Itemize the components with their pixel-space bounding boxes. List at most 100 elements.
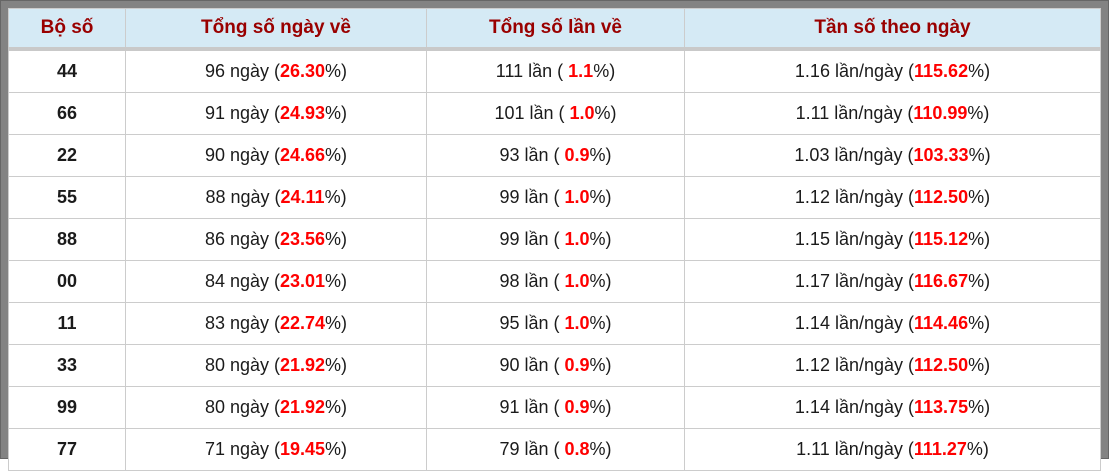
days-text: 96 ngày ( bbox=[204, 61, 280, 81]
frequency-text-suffix: %) bbox=[968, 61, 991, 81]
total-days-cell: 86 ngày (23.56%) bbox=[125, 218, 427, 261]
frequency-cell: 1.16 lần/ngày (115.62%) bbox=[684, 48, 1101, 93]
lottery-pair-statistics-table: Bộ số Tổng số ngày về Tổng số lần về Tần… bbox=[8, 8, 1101, 471]
pair-value: 00 bbox=[8, 260, 126, 303]
days-text: 86 ngày ( bbox=[204, 229, 280, 249]
table-row: 66 91 ngày (24.93%) 101 lần ( 1.0%) 1.11… bbox=[8, 92, 1101, 135]
table-row: 22 90 ngày (24.66%) 93 lần ( 0.9%) 1.03 … bbox=[8, 134, 1101, 177]
pair-value: 77 bbox=[8, 428, 126, 471]
times-text-suffix: %) bbox=[589, 313, 612, 333]
total-times-cell: 90 lần ( 0.9%) bbox=[426, 344, 685, 387]
pair-value: 11 bbox=[8, 302, 126, 345]
frequency-percent-value: 111.27 bbox=[913, 439, 967, 459]
days-percent-value: 24.93 bbox=[280, 103, 326, 123]
frequency-cell: 1.12 lần/ngày (112.50%) bbox=[684, 176, 1101, 219]
total-times-cell: 101 lần ( 1.0%) bbox=[426, 92, 685, 135]
frequency-percent-value: 110.99 bbox=[913, 103, 968, 123]
pair-value: 99 bbox=[8, 386, 126, 429]
total-days-cell: 80 ngày (21.92%) bbox=[125, 386, 427, 429]
total-days-cell: 71 ngày (19.45%) bbox=[125, 428, 427, 471]
days-text: 91 ngày ( bbox=[204, 103, 280, 123]
frequency-percent-value: 114.46 bbox=[914, 313, 969, 333]
frequency-percent-value: 115.62 bbox=[914, 61, 969, 81]
days-text: 84 ngày ( bbox=[204, 271, 280, 291]
times-text-suffix: %) bbox=[589, 397, 612, 417]
days-text-suffix: %) bbox=[324, 187, 347, 207]
days-percent-value: 22.74 bbox=[280, 313, 326, 333]
pair-value: 22 bbox=[8, 134, 126, 177]
times-text-suffix: %) bbox=[589, 271, 612, 291]
times-percent-value: 1.0 bbox=[564, 271, 590, 291]
times-percent-value: 1.1 bbox=[568, 61, 594, 81]
days-text-suffix: %) bbox=[325, 355, 348, 375]
days-text: 71 ngày ( bbox=[204, 439, 280, 459]
table-header: Bộ số Tổng số ngày về Tổng số lần về Tần… bbox=[8, 8, 1101, 51]
days-text-suffix: %) bbox=[325, 229, 348, 249]
days-text-suffix: %) bbox=[325, 313, 348, 333]
times-text: 95 lần ( bbox=[499, 313, 565, 333]
days-text-suffix: %) bbox=[325, 103, 348, 123]
days-text-suffix: %) bbox=[325, 271, 348, 291]
total-times-cell: 93 lần ( 0.9%) bbox=[426, 134, 685, 177]
days-percent-value: 21.92 bbox=[280, 355, 326, 375]
total-times-cell: 99 lần ( 1.0%) bbox=[426, 218, 685, 261]
frequency-text-suffix: %) bbox=[968, 355, 991, 375]
pair-value: 44 bbox=[8, 48, 126, 93]
times-text: 90 lần ( bbox=[499, 355, 565, 375]
total-days-cell: 96 ngày (26.30%) bbox=[125, 48, 427, 93]
frequency-text-suffix: %) bbox=[968, 271, 991, 291]
times-percent-value: 1.0 bbox=[564, 313, 590, 333]
frequency-text: 1.16 lần/ngày ( bbox=[794, 61, 915, 81]
times-text-suffix: %) bbox=[589, 355, 612, 375]
frequency-percent-value: 103.33 bbox=[913, 145, 969, 165]
frequency-text: 1.15 lần/ngày ( bbox=[794, 229, 915, 249]
frequency-text-suffix: %) bbox=[968, 187, 991, 207]
frequency-cell: 1.14 lần/ngày (114.46%) bbox=[684, 302, 1101, 345]
frequency-percent-value: 113.75 bbox=[914, 397, 969, 417]
times-text-suffix: %) bbox=[589, 229, 612, 249]
frequency-percent-value: 112.50 bbox=[914, 187, 969, 207]
times-text: 99 lần ( bbox=[499, 229, 565, 249]
frequency-percent-value: 112.50 bbox=[914, 355, 969, 375]
total-times-cell: 91 lần ( 0.9%) bbox=[426, 386, 685, 429]
frequency-cell: 1.03 lần/ngày (103.33%) bbox=[684, 134, 1101, 177]
frequency-text: 1.12 lần/ngày ( bbox=[794, 187, 915, 207]
times-text-suffix: %) bbox=[589, 187, 612, 207]
days-text-suffix: %) bbox=[325, 439, 348, 459]
times-percent-value: 1.0 bbox=[564, 187, 590, 207]
days-percent-value: 23.56 bbox=[280, 229, 326, 249]
table-row: 99 80 ngày (21.92%) 91 lần ( 0.9%) 1.14 … bbox=[8, 386, 1101, 429]
frequency-text-suffix: %) bbox=[968, 145, 991, 165]
frequency-text-suffix: %) bbox=[966, 439, 989, 459]
times-text-suffix: %) bbox=[594, 103, 617, 123]
header-row: Bộ số Tổng số ngày về Tổng số lần về Tần… bbox=[8, 8, 1101, 51]
total-days-cell: 91 ngày (24.93%) bbox=[125, 92, 427, 135]
days-text-suffix: %) bbox=[325, 397, 348, 417]
times-percent-value: 0.8 bbox=[564, 439, 590, 459]
days-percent-value: 19.45 bbox=[280, 439, 326, 459]
pair-value: 33 bbox=[8, 344, 126, 387]
total-days-cell: 88 ngày (24.11%) bbox=[125, 176, 427, 219]
days-text: 80 ngày ( bbox=[204, 355, 280, 375]
days-percent-value: 26.30 bbox=[280, 61, 326, 81]
total-times-cell: 95 lần ( 1.0%) bbox=[426, 302, 685, 345]
table-row: 55 88 ngày (24.11%) 99 lần ( 1.0%) 1.12 … bbox=[8, 176, 1101, 219]
total-days-cell: 80 ngày (21.92%) bbox=[125, 344, 427, 387]
frequency-cell: 1.11 lần/ngày (110.99%) bbox=[684, 92, 1101, 135]
total-times-cell: 111 lần ( 1.1%) bbox=[426, 48, 685, 93]
times-percent-value: 0.9 bbox=[564, 355, 590, 375]
total-times-cell: 79 lần ( 0.8%) bbox=[426, 428, 685, 471]
frequency-text-suffix: %) bbox=[968, 229, 991, 249]
frequency-cell: 1.17 lần/ngày (116.67%) bbox=[684, 260, 1101, 303]
frequency-text: 1.11 lần/ngày ( bbox=[796, 439, 914, 459]
frequency-text-suffix: %) bbox=[968, 397, 991, 417]
days-percent-value: 24.66 bbox=[280, 145, 326, 165]
times-text-suffix: %) bbox=[589, 145, 612, 165]
total-days-cell: 90 ngày (24.66%) bbox=[125, 134, 427, 177]
pair-value: 66 bbox=[8, 92, 126, 135]
times-percent-value: 0.9 bbox=[564, 145, 590, 165]
pair-value: 55 bbox=[8, 176, 126, 219]
table-row: 11 83 ngày (22.74%) 95 lần ( 1.0%) 1.14 … bbox=[8, 302, 1101, 345]
frequency-text-suffix: %) bbox=[967, 103, 990, 123]
